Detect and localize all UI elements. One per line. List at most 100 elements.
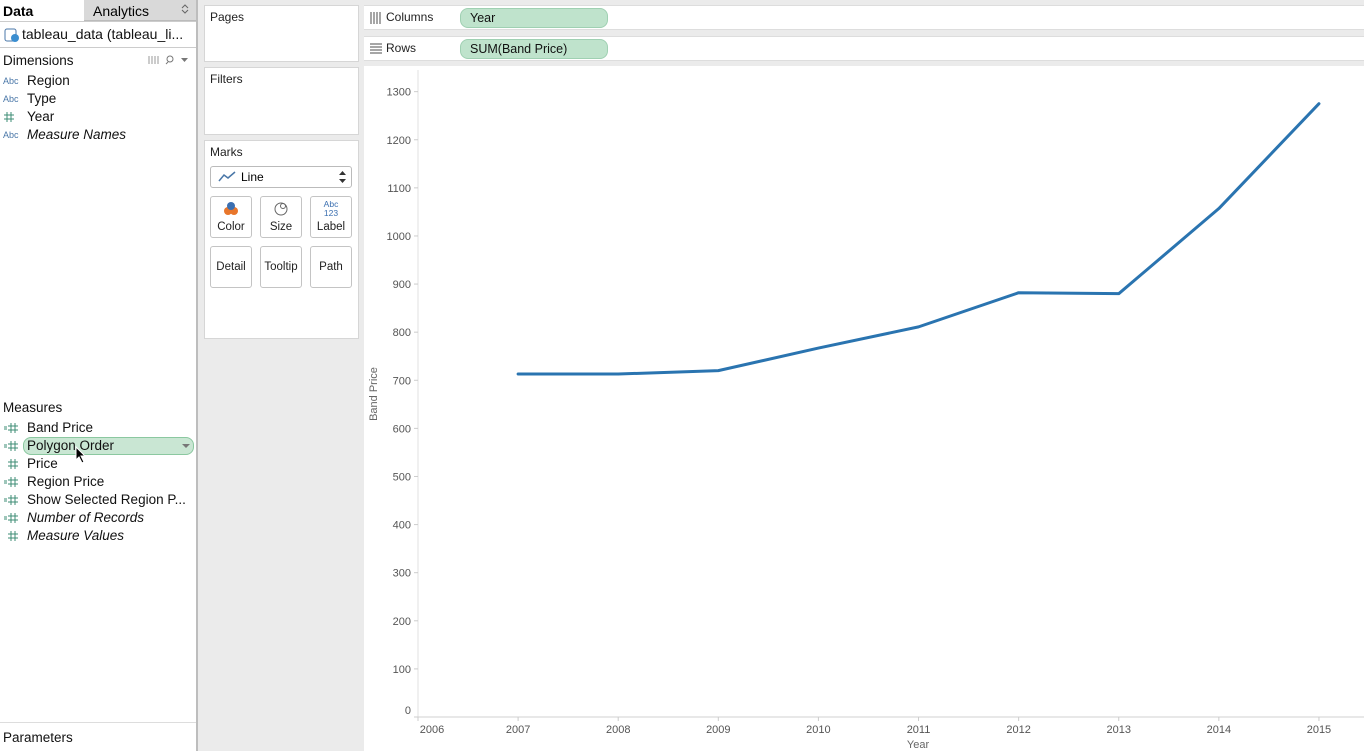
measure-field[interactable]: Show Selected Region P... (0, 491, 194, 509)
divider (0, 722, 196, 723)
y-tick-label: 1200 (387, 135, 411, 147)
x-tick-label: 2011 (907, 724, 931, 736)
selected-field-highlight (23, 437, 194, 455)
y-tick-label: 400 (393, 520, 411, 532)
path-button[interactable]: Path (310, 246, 352, 288)
label-button[interactable]: Abc 123 Label (310, 196, 352, 238)
field-label: Measure Names (27, 127, 127, 142)
card-title: Pages (210, 10, 245, 24)
field-pill[interactable]: Year (460, 8, 608, 28)
y-tick-label: 100 (393, 664, 411, 676)
line-icon (218, 171, 236, 182)
field-label: Measure Values (27, 528, 125, 543)
section-title: Measures (3, 400, 63, 415)
number-icon (4, 495, 18, 505)
section-title: Dimensions (3, 53, 74, 68)
card-title: Marks (210, 145, 243, 159)
y-tick-label: 800 (393, 327, 411, 339)
card-title: Filters (210, 72, 243, 86)
number-icon (8, 531, 18, 541)
filters-card[interactable]: Filters (204, 67, 359, 135)
dimension-field[interactable]: Abc Region (0, 72, 194, 90)
field-label: Show Selected Region P... (27, 492, 186, 507)
dimension-field[interactable]: Year (0, 108, 194, 126)
tab-label: Analytics (93, 3, 150, 19)
number-icon (8, 459, 18, 469)
x-tick-label: 2008 (606, 724, 630, 736)
y-tick-label: 1000 (387, 231, 411, 243)
field-label: Region (27, 73, 70, 88)
y-tick-label: 900 (393, 279, 411, 291)
columns-shelf[interactable]: Columns Year (364, 5, 1364, 30)
shelves: Columns Year Rows SUM(Band Price) (364, 0, 1364, 66)
field-label: Type (27, 91, 57, 106)
icon-text: Abc (323, 199, 339, 209)
measure-field[interactable]: Price (0, 455, 194, 473)
color-button[interactable]: Color (210, 196, 252, 238)
button-label: Detail (216, 261, 246, 273)
x-tick-label: 2010 (806, 724, 830, 736)
shelf-label: Columns (386, 10, 434, 24)
number-icon (4, 423, 18, 433)
pane-tools (148, 55, 188, 65)
data-line (516, 102, 1321, 376)
y-tick-label: 600 (393, 423, 411, 435)
tooltip-button[interactable]: Tooltip (260, 246, 302, 288)
field-label: Price (27, 456, 58, 471)
dimension-field[interactable]: Abc Type (0, 90, 194, 108)
mouse-cursor (75, 446, 87, 464)
cards-pane: Pages Filters Marks Line Color Size Abc 1… (198, 0, 364, 751)
measure-field[interactable]: Measure Values (0, 527, 194, 545)
measure-field[interactable]: Band Price (0, 419, 194, 437)
size-button[interactable]: Size (260, 196, 302, 238)
measure-field[interactable]: Region Price (0, 473, 194, 491)
sort-icon (181, 4, 189, 14)
button-label: Size (269, 221, 293, 233)
label-icon: Abc 123 (311, 200, 351, 218)
datasource-name[interactable]: tableau_data (tableau_li... (22, 26, 184, 42)
x-tick-label: 2007 (506, 724, 530, 736)
y-tick-label: 500 (393, 471, 411, 483)
pages-card[interactable]: Pages (204, 5, 359, 62)
shelf-label: Rows (386, 41, 417, 55)
data-tab[interactable]: Data (0, 0, 84, 20)
datasource-icon (4, 28, 19, 42)
y-tick-label: 200 (393, 616, 411, 628)
view: Band Price Year 0 100 200 300 400 500 600 700 80… (364, 66, 1364, 751)
tab-label: Data (3, 3, 34, 19)
analytics-tab[interactable]: Analytics (84, 0, 196, 21)
color-icon (224, 202, 238, 215)
rows-shelf[interactable]: Rows SUM(Band Price) (364, 36, 1364, 61)
field-label: Polygon Order (27, 438, 115, 453)
pill-label: Year (470, 11, 496, 25)
section-title: Parameters (3, 730, 73, 745)
pill-label: SUM(Band Price) (470, 42, 568, 56)
x-axis-title: Year (907, 739, 930, 751)
number-icon (4, 477, 18, 487)
measure-field[interactable]: Number of Records (0, 509, 194, 527)
x-tick-label: 2006 (420, 724, 444, 736)
field-type-icon: Abc (3, 76, 19, 86)
marks-card: Marks Line Color Size Abc 123 Label Detail… (204, 140, 359, 339)
button-label: Label (316, 221, 346, 233)
number-icon (4, 513, 18, 523)
mark-type-dropdown[interactable]: Line (210, 166, 352, 188)
x-tick-label: 2013 (1106, 724, 1130, 736)
field-pill[interactable]: SUM(Band Price) (460, 39, 608, 59)
number-icon (4, 112, 14, 122)
dimension-field[interactable]: Abc Measure Names (0, 126, 194, 144)
number-icon (4, 441, 18, 451)
view-background (364, 66, 1364, 751)
columns-icon (370, 12, 381, 24)
x-tick-label: 2012 (1006, 724, 1030, 736)
field-label: Number of Records (27, 510, 145, 525)
x-tick-label: 2009 (706, 724, 730, 736)
mark-type: Line (241, 170, 264, 184)
button-label: Color (217, 221, 245, 233)
y-tick-label: 1100 (387, 183, 411, 195)
measure-field-selected[interactable]: Polygon Order (0, 437, 194, 455)
field-label: Band Price (27, 420, 94, 435)
size-icon (274, 202, 288, 216)
detail-button[interactable]: Detail (210, 246, 252, 288)
